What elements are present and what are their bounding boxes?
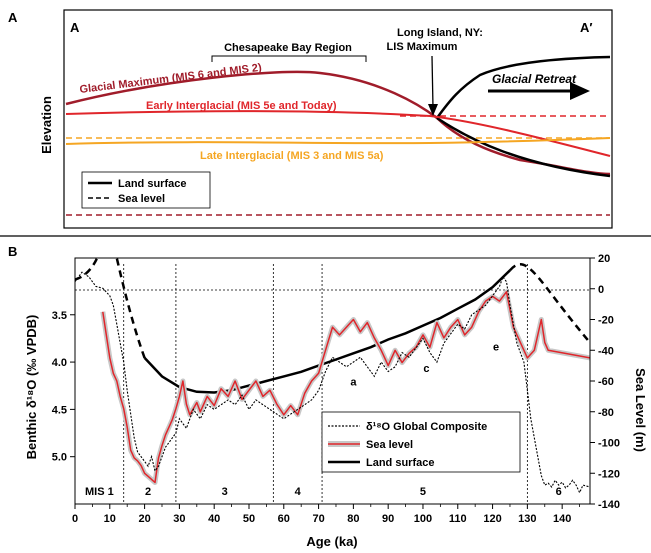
y-left-axis: 3.5 4.0 4.5 5.0 — [52, 310, 75, 464]
legend-sea-label-b: Sea level — [366, 439, 413, 451]
x-tick-label: 130 — [518, 513, 536, 525]
x-tick-label: 110 — [449, 513, 467, 525]
y-right-axis-title: Sea Level (m) — [633, 368, 648, 452]
land-surface-front — [437, 118, 610, 176]
panel-a-label: A — [8, 10, 18, 25]
x-axis: 0 10 20 30 40 50 60 70 80 90 100 110 120 130 140 — [72, 504, 580, 525]
substage-labels: a c e — [350, 341, 499, 388]
y-right-tick-label: -120 — [598, 468, 620, 480]
panel-b-label: B — [8, 244, 17, 259]
y-right-tick-label: -100 — [598, 438, 620, 450]
mis-stage-label: 6 — [556, 486, 562, 498]
substage-label: e — [493, 341, 499, 353]
y-right-axis: 20 0 -20 -40 -60 -80 -100 -120 -140 — [590, 253, 620, 511]
profile-label-early-interglacial: Early Interglacial (MIS 5e and Today) — [146, 100, 337, 112]
lis-arrow-head — [428, 104, 438, 116]
y-right-tick-label: -140 — [598, 499, 620, 511]
series-line-land-surface — [145, 270, 510, 392]
lis-label-line2: LIS Maximum — [387, 41, 458, 53]
section-start-label: A — [70, 20, 80, 35]
x-tick-label: 50 — [243, 513, 255, 525]
lis-label-line1: Long Island, NY: — [397, 27, 483, 39]
region-bracket — [212, 56, 366, 62]
y-left-tick-label: 3.5 — [52, 310, 67, 322]
substage-label: a — [350, 377, 357, 389]
mis-stage-label: 4 — [295, 486, 302, 498]
lis-arrow-shaft — [432, 56, 433, 108]
y-right-tick-label: -80 — [598, 407, 614, 419]
x-tick-label: 90 — [382, 513, 394, 525]
x-tick-label: 20 — [138, 513, 150, 525]
retreat-label: Glacial Retreat — [492, 72, 577, 86]
ice-surface — [437, 57, 610, 118]
x-tick-label: 0 — [72, 513, 78, 525]
x-axis-title: Age (ka) — [306, 534, 357, 549]
mis-stage-label: 2 — [145, 486, 151, 498]
x-tick-label: 120 — [483, 513, 501, 525]
substage-label: c — [423, 363, 429, 375]
section-end-label: A′ — [580, 20, 593, 35]
x-tick-label: 80 — [347, 513, 359, 525]
legend-sea-label: Sea level — [118, 193, 165, 205]
region-label: Chesapeake Bay Region — [224, 42, 352, 54]
legend-land-label-b: Land surface — [366, 457, 434, 469]
y-right-tick-label: -20 — [598, 315, 614, 327]
retreat-arrow-head — [570, 82, 590, 100]
x-tick-label: 40 — [208, 513, 220, 525]
x-tick-label: 140 — [553, 513, 571, 525]
profile-label-glacial-maximum: Glacial Maximum (MIS 6 and MIS 2) — [79, 62, 263, 96]
y-left-tick-label: 4.5 — [52, 404, 67, 416]
land-surface-ice-right — [510, 264, 590, 342]
panel-a-ylabel: Elevation — [39, 96, 54, 154]
x-tick-label: 30 — [173, 513, 185, 525]
panel-b: B Benthic δ¹⁸O (‰ VPDB) Sea Level (m) Ag… — [8, 243, 648, 549]
land-surface-ice-far-left — [75, 243, 103, 280]
y-left-tick-label: 5.0 — [52, 452, 67, 464]
profile-label-late-interglacial: Late Interglacial (MIS 3 and MIS 5a) — [200, 150, 384, 162]
x-tick-label: 100 — [414, 513, 432, 525]
y-right-tick-label: 20 — [598, 253, 610, 265]
y-right-tick-label: -40 — [598, 345, 614, 357]
y-left-axis-title: Benthic δ¹⁸O (‰ VPDB) — [24, 315, 39, 460]
x-tick-label: 70 — [312, 513, 324, 525]
y-right-tick-label: -60 — [598, 376, 614, 388]
mis-stage-labels: MIS 1 2 3 4 5 6 — [85, 486, 562, 498]
x-tick-label: 10 — [104, 513, 116, 525]
mis-stage-label: 3 — [222, 486, 228, 498]
legend-d18o-label: δ¹⁸O Global Composite — [366, 421, 487, 433]
y-left-tick-label: 4.0 — [52, 357, 67, 369]
legend-land-label: Land surface — [118, 178, 186, 190]
profile-late-interglacial — [66, 138, 610, 144]
y-right-tick-label: 0 — [598, 284, 604, 296]
mis-stage-label: MIS 1 — [85, 486, 114, 498]
land-surface-ice-left — [113, 243, 144, 358]
mis-stage-label: 5 — [420, 486, 426, 498]
panel-a: A Elevation A A′ Chesapeake Bay Region L… — [8, 10, 612, 228]
x-tick-label: 60 — [278, 513, 290, 525]
